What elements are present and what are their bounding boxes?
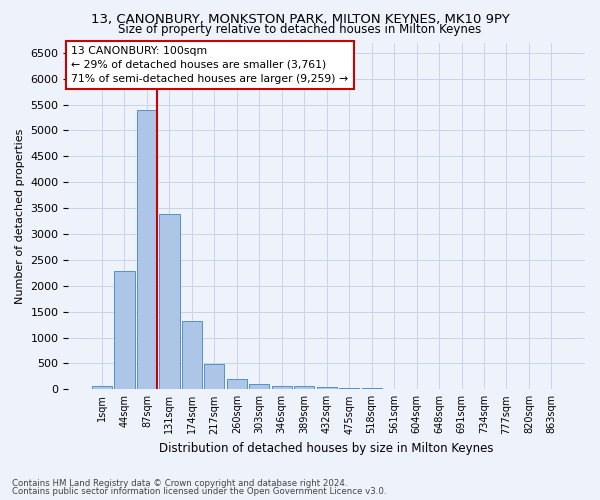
Bar [294,386,314,390]
Bar [204,364,224,390]
Y-axis label: Number of detached properties: Number of detached properties [15,128,25,304]
Bar [115,272,134,390]
Bar [384,389,404,390]
Bar [272,386,292,390]
Bar [317,387,337,390]
Bar [137,110,157,390]
Text: Contains HM Land Registry data © Crown copyright and database right 2024.: Contains HM Land Registry data © Crown c… [12,478,347,488]
Bar [227,379,247,390]
Text: 13, CANONBURY, MONKSTON PARK, MILTON KEYNES, MK10 9PY: 13, CANONBURY, MONKSTON PARK, MILTON KEY… [91,12,509,26]
X-axis label: Distribution of detached houses by size in Milton Keynes: Distribution of detached houses by size … [160,442,494,455]
Text: Contains public sector information licensed under the Open Government Licence v3: Contains public sector information licen… [12,487,386,496]
Text: 13 CANONBURY: 100sqm
← 29% of detached houses are smaller (3,761)
71% of semi-de: 13 CANONBURY: 100sqm ← 29% of detached h… [71,46,348,84]
Bar [182,322,202,390]
Text: Size of property relative to detached houses in Milton Keynes: Size of property relative to detached ho… [118,22,482,36]
Bar [159,214,179,390]
Bar [362,388,382,390]
Bar [92,386,112,390]
Bar [249,384,269,390]
Bar [339,388,359,390]
